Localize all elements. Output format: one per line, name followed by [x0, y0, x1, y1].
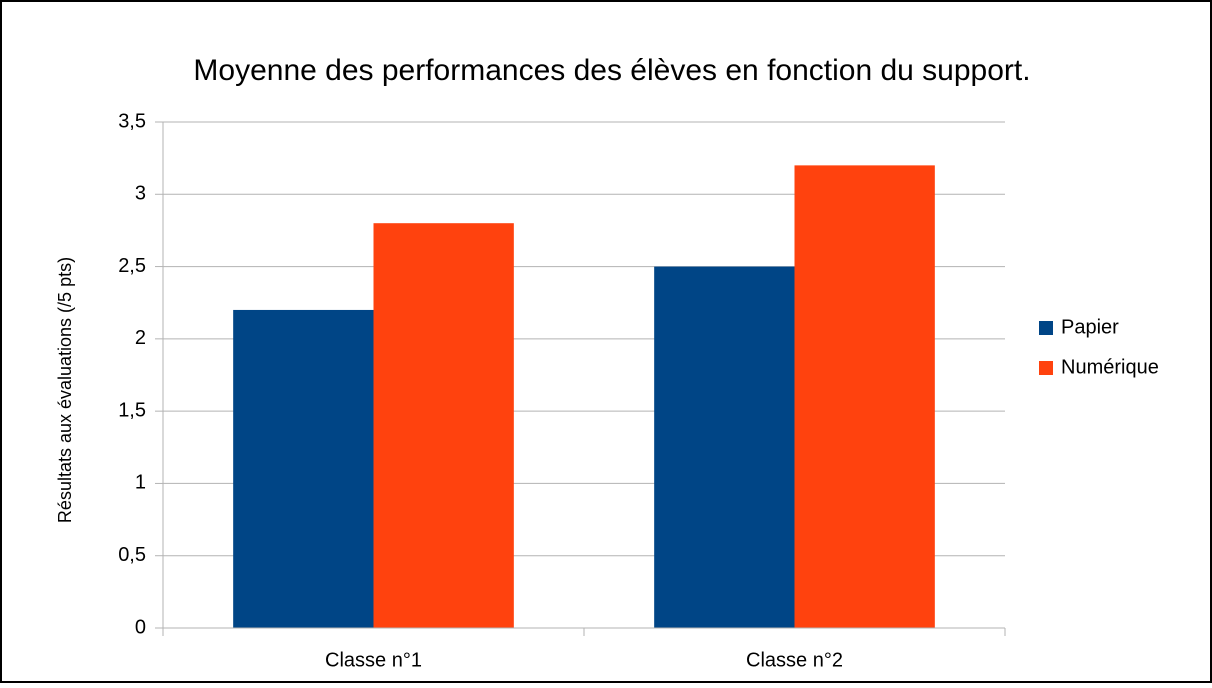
y-tick-label: 2,5 — [118, 255, 146, 277]
y-tick-label: 3,5 — [118, 110, 146, 132]
chart-title: Moyenne des performances des élèves en f… — [193, 54, 1030, 87]
x-tick-label: Classe n°2 — [746, 649, 843, 671]
bar — [654, 266, 795, 628]
y-axis-label: Résultats aux évaluations (/5 pts) — [55, 257, 75, 523]
bar — [373, 223, 514, 628]
legend-label: Numérique — [1061, 356, 1159, 378]
y-tick-label: 1 — [135, 472, 146, 494]
bar — [233, 309, 374, 628]
y-tick-label: 0,5 — [118, 544, 146, 566]
bar — [794, 165, 935, 628]
y-tick-label: 3 — [135, 183, 146, 205]
y-tick-label: 0 — [135, 616, 146, 638]
legend-label: Papier — [1061, 316, 1119, 338]
legend-swatch — [1039, 321, 1053, 335]
y-tick-label: 2 — [135, 327, 146, 349]
y-tick-label: 1,5 — [118, 399, 146, 421]
legend-swatch — [1039, 361, 1053, 375]
x-tick-label: Classe n°1 — [325, 649, 422, 671]
